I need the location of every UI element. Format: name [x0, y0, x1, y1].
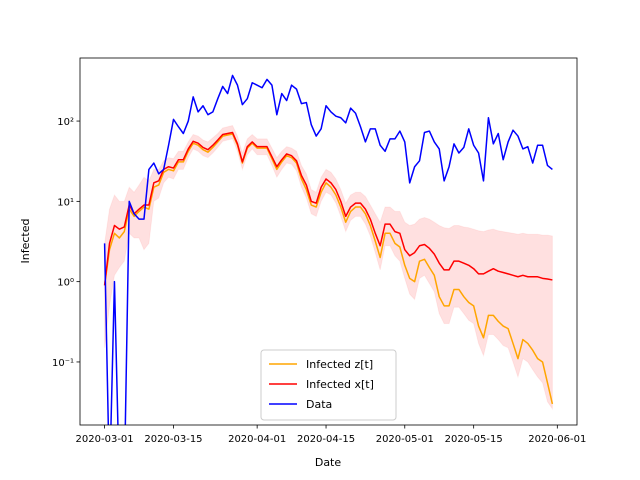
x-tick-label: 2020-05-15 [445, 434, 503, 445]
axes-frame [79, 57, 578, 426]
x-tick-label: 2020-04-01 [228, 434, 286, 445]
y-tick-label: 10¹ [57, 197, 74, 208]
x-tick-label: 2020-06-01 [528, 434, 586, 445]
x-axis-label: Date [315, 456, 342, 469]
legend-label: Infected z[t] [306, 358, 373, 371]
legend-label: Infected x[t] [306, 378, 374, 391]
y-tick-label: 10² [57, 117, 74, 128]
y-axis-label: Infected [19, 219, 32, 264]
legend-box [260, 349, 397, 421]
y-tick-label: 10⁻¹ [52, 358, 74, 369]
legend: Infected z[t] Infected x[t] Data [260, 349, 397, 421]
series-line [103, 74, 553, 425]
y-tick-label: 10⁰ [57, 278, 74, 289]
series-line [103, 131, 553, 286]
x-tick-label: 2020-05-01 [376, 434, 434, 445]
x-tick-label: 2020-03-01 [76, 434, 134, 445]
series-line [103, 133, 554, 405]
confidence-band [104, 124, 553, 411]
plot-area [103, 74, 554, 425]
x-tick-label: 2020-03-15 [144, 434, 202, 445]
legend-label: Data [306, 398, 332, 411]
x-tick-label: 2020-04-15 [297, 434, 355, 445]
